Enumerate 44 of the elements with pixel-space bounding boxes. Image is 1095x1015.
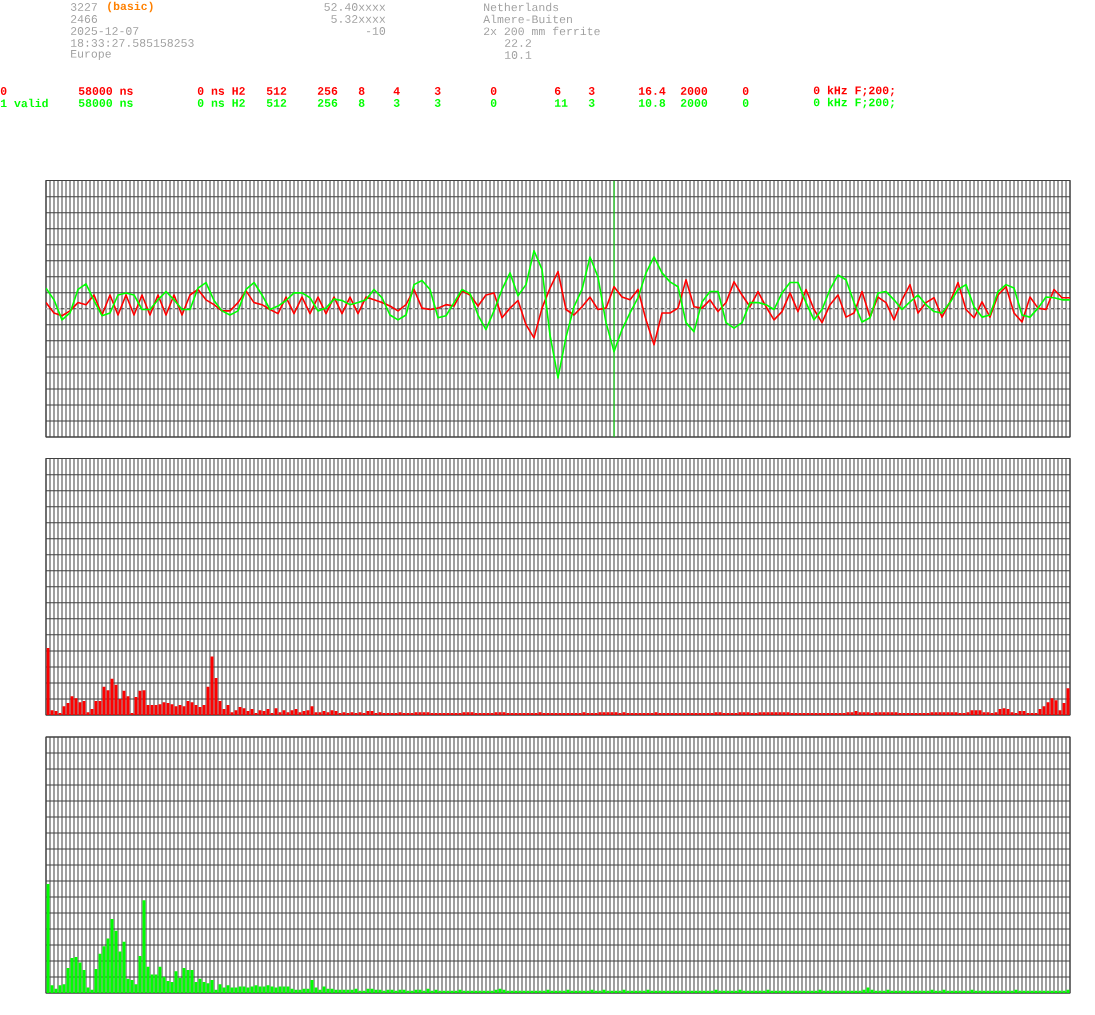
text: 2466 [71, 15, 98, 23]
text: 8 [358, 99, 365, 107]
text: 2000 [680, 87, 708, 95]
text: 5.32xxxx [331, 15, 386, 23]
text: 0 [742, 99, 749, 107]
text: 0 [0, 87, 7, 95]
text: 0 ns H2 [197, 99, 245, 107]
text: 256 [317, 87, 338, 95]
text: -10 [366, 27, 386, 35]
text: 58000 ns [78, 87, 133, 95]
text: 2000 [680, 99, 708, 107]
text: 10.1 [505, 51, 532, 59]
text: 18:33:27.585158253 [71, 39, 194, 47]
text: 22.2 [505, 39, 531, 47]
text: 10.8 [638, 99, 666, 107]
text: 3 [434, 87, 441, 95]
text: 512 [266, 99, 287, 107]
text: Europe [71, 50, 111, 60]
text: 0 ns H2 [197, 87, 245, 95]
text: 2x 200 mm ferrite [484, 26, 600, 36]
text: 8 [358, 87, 365, 95]
text: 0 [490, 87, 497, 95]
text: Almere-Buiten [483, 14, 572, 24]
text: 11 [554, 99, 568, 107]
text: 3227 [70, 3, 97, 11]
text: 2025-12-07 [71, 27, 139, 35]
text: Netherlands [484, 2, 559, 12]
text: 256 [317, 99, 338, 107]
text: 1 valid [0, 98, 48, 108]
text: 6 [554, 87, 561, 95]
text: 3 [588, 99, 595, 107]
text: (basic) [108, 1, 153, 13]
text: 512 [266, 87, 287, 95]
text: 3 [588, 87, 595, 95]
text: 0 [490, 99, 497, 107]
text: 3 [393, 99, 400, 107]
text: 16.4 [638, 87, 666, 95]
text: 4 [393, 87, 400, 95]
text: 0 [742, 87, 749, 95]
text: 3 [434, 99, 441, 107]
text: 52.40xxxx [324, 3, 386, 11]
text: 0 kHz F;200; [813, 97, 894, 109]
text: 58000 ns [78, 99, 133, 107]
text: 0 kHz F;200; [813, 85, 894, 97]
